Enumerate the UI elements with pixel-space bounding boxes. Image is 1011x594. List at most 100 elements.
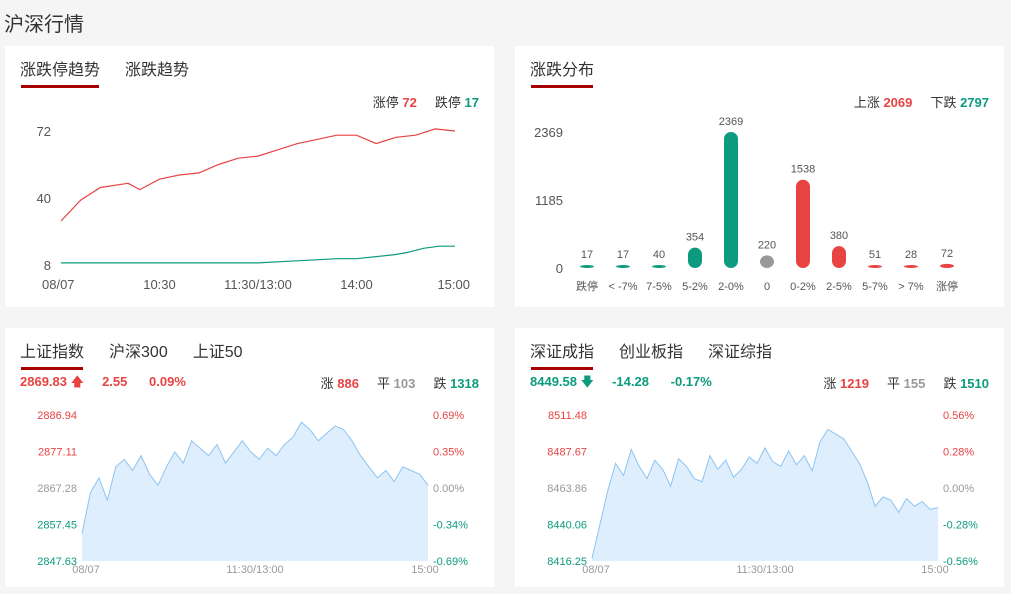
y-tick-label-right: -0.28%	[943, 520, 978, 532]
series-line	[61, 245, 455, 264]
sh-up-count: 886	[337, 376, 359, 391]
area-fill	[592, 429, 938, 561]
tab-limit-trend[interactable]: 涨跌停趋势	[20, 56, 100, 88]
x-tick-label: 2-5%	[826, 281, 852, 293]
sh-tabs: 上证指数 沪深300 上证50	[20, 338, 268, 370]
sz-breadth: 涨 1219 平 155 跌 1510	[823, 373, 989, 392]
data-label: 51	[869, 249, 881, 261]
page-title: 沪深行情	[4, 14, 84, 36]
tab-csi300[interactable]: 沪深300	[109, 344, 168, 361]
sz-up-count: 1219	[840, 376, 869, 391]
x-tick-label: 2-0%	[718, 281, 744, 293]
sz-tabs: 深证成指 创业板指 深证综指	[530, 338, 797, 370]
sh-down-label: 跌	[433, 376, 447, 391]
x-tick-label: 08/07	[42, 277, 75, 292]
y-tick-label-left: 8440.06	[547, 520, 587, 532]
y-tick-label-right: 0.69%	[433, 410, 464, 422]
limit-up-count: 72	[402, 95, 417, 110]
data-label: 220	[758, 239, 776, 251]
sh-change: 2.55	[102, 374, 128, 389]
bar	[688, 247, 702, 268]
y-tick-label-right: 0.00%	[943, 483, 974, 495]
sz-change: -14.28	[612, 374, 649, 389]
x-tick-label: 0	[764, 281, 770, 293]
y-tick-label-left: 8463.86	[547, 483, 587, 495]
bar	[832, 246, 846, 268]
dist-summary: 上涨 2069 下跌 2797	[854, 92, 989, 111]
sz-pct: -0.17%	[670, 374, 712, 389]
limit-down-label: 跌停	[434, 95, 461, 110]
x-tick-label: 08/07	[582, 564, 610, 576]
sz-up-label: 涨	[823, 376, 837, 391]
limit-up-label: 涨停	[372, 95, 399, 110]
x-tick-label: 15:00	[437, 277, 470, 292]
limit-tabs: 涨跌停趋势 涨跌趋势	[20, 56, 214, 88]
bar	[940, 263, 954, 268]
tab-distribution[interactable]: 涨跌分布	[530, 56, 594, 88]
area-line	[591, 428, 939, 559]
distribution-chart: 2369 1185 0 17 跌停 17 < -7% 40 7-5% 354 5-2% 2369 2-0…	[534, 116, 958, 293]
sz-down-label: 跌	[943, 376, 957, 391]
bar	[868, 265, 882, 268]
x-tick-label: 14:00	[340, 277, 373, 292]
dist-down-label: 下跌	[930, 95, 957, 110]
tab-sz-composite[interactable]: 深证综指	[708, 344, 773, 361]
y-tick-label: 0	[556, 261, 563, 276]
y-tick-label-left: 8416.25	[547, 556, 587, 568]
tab-chinext[interactable]: 创业板指	[619, 344, 684, 361]
sz-quote: 8449.58 🡇 -14.28 -0.17%	[530, 373, 712, 395]
x-tick-label: 15:00	[921, 564, 949, 576]
area-line	[81, 421, 429, 534]
sz-flat-count: 155	[903, 376, 926, 391]
sh-quote: 2869.83 🡅 2.55 0.09%	[20, 373, 186, 395]
x-tick-label: 涨停	[936, 279, 958, 293]
dist-tabs: 涨跌分布	[530, 56, 619, 88]
bar	[796, 179, 810, 268]
x-tick-label: 0-2%	[790, 281, 816, 293]
bar	[616, 265, 630, 268]
y-tick-label-left: 8487.67	[547, 447, 587, 459]
y-tick-label: 2369	[534, 125, 563, 140]
x-tick-label: 5-7%	[862, 281, 888, 293]
x-tick-label: 08/07	[72, 564, 100, 576]
y-tick-label-left: 2857.45	[37, 520, 77, 532]
area-fill	[82, 422, 428, 561]
data-label: 17	[617, 249, 629, 261]
limit-down-count: 17	[464, 95, 479, 110]
x-tick-label: 11:30/13:00	[224, 277, 292, 292]
sh-up-label: 涨	[320, 376, 334, 391]
x-tick-label: 11:30/13:00	[736, 564, 793, 576]
tab-sz-component[interactable]: 深证成指	[530, 338, 594, 370]
x-tick-label: 11:30/13:00	[226, 564, 283, 576]
y-tick-label-right: 0.00%	[433, 483, 464, 495]
dist-down-count: 2797	[960, 95, 989, 110]
sz-index-panel: 深证成指 创业板指 深证综指 8449.58 🡇 -14.28 -0.17% 涨 1…	[515, 328, 1004, 587]
data-label: 380	[830, 230, 848, 242]
x-tick-label: < -7%	[608, 281, 637, 293]
x-tick-label: 跌停	[576, 279, 598, 293]
data-label: 1538	[791, 164, 815, 176]
y-tick-label-left: 8511.48	[548, 410, 587, 422]
y-tick-label: 8	[44, 258, 51, 273]
data-label: 40	[653, 249, 665, 261]
tab-sh-composite[interactable]: 上证指数	[20, 338, 84, 370]
x-tick-label: 15:00	[411, 564, 439, 576]
y-tick-label: 72	[37, 124, 51, 139]
sh-down-count: 1318	[450, 376, 479, 391]
y-tick-label-right: 0.28%	[943, 447, 974, 459]
dist-up-label: 上涨	[853, 95, 880, 110]
series-line	[60, 128, 456, 222]
data-label: 17	[581, 249, 593, 261]
data-label: 72	[941, 248, 953, 260]
sh-index-panel: 上证指数 沪深300 上证50 2869.83 🡅 2.55 0.09% 涨 886…	[5, 328, 494, 587]
dist-up-count: 2069	[883, 95, 913, 110]
bar	[580, 265, 594, 268]
sz-index-chart: 8511.48 8487.67 8463.86 8440.06 8416.25 0.56%…	[547, 410, 978, 576]
tab-sse50[interactable]: 上证50	[192, 344, 243, 361]
sh-index-chart: 2886.94 2877.11 2867.28 2857.45 2847.63 0.69%…	[37, 410, 468, 576]
sh-price: 2869.83	[20, 374, 67, 389]
y-tick-label-right: 0.56%	[943, 410, 974, 422]
limit-trend-panel: 涨跌停趋势 涨跌趋势 涨停 72 跌停 17 72 40 8 08/07 10:30 11:…	[5, 46, 494, 307]
x-tick-label: 7-5%	[646, 281, 672, 293]
tab-updown-trend[interactable]: 涨跌趋势	[125, 62, 190, 79]
